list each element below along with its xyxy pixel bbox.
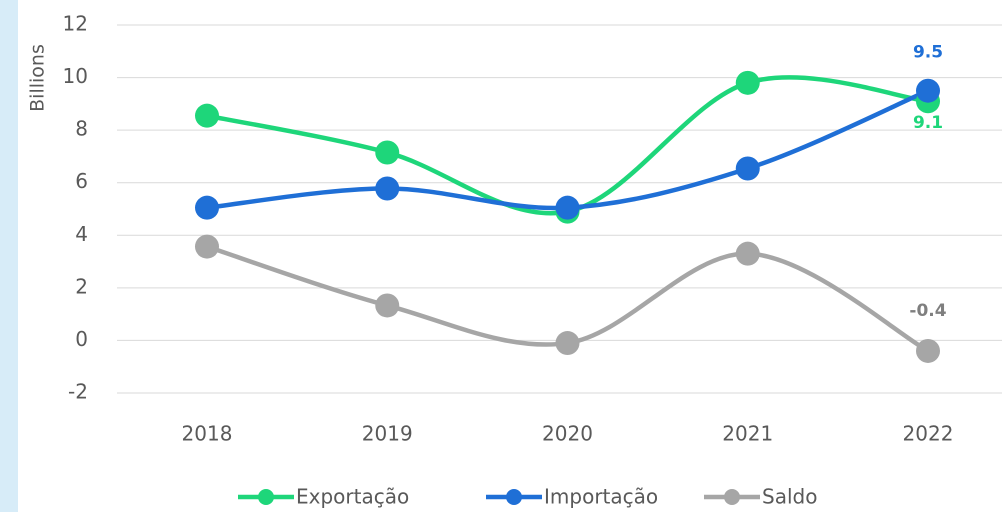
y-tick-label: 2	[75, 274, 88, 298]
y-tick-label: -2	[68, 380, 88, 404]
y-tick-label: 0	[75, 327, 88, 351]
x-tick-label: 2022	[903, 422, 954, 446]
y-axis-label: Billions	[27, 44, 49, 112]
legend-marker	[724, 489, 740, 505]
marker	[735, 156, 760, 181]
marker	[735, 241, 760, 266]
marker	[916, 78, 940, 103]
marker	[555, 195, 580, 220]
marker	[195, 195, 219, 220]
marker	[375, 140, 400, 165]
legend-marker	[258, 489, 274, 505]
legend-label: Exportação	[296, 485, 409, 509]
marker	[916, 338, 940, 363]
data-label: 9.5	[913, 43, 943, 63]
marker	[375, 293, 400, 318]
y-tick-label: 4	[75, 222, 88, 246]
marker	[555, 331, 580, 356]
x-tick-label: 2019	[362, 422, 413, 446]
legend-marker	[506, 489, 522, 505]
marker	[195, 234, 219, 259]
data-label: -0.4	[909, 301, 946, 321]
x-tick-label: 2020	[542, 422, 593, 446]
legend-label: Saldo	[762, 485, 817, 509]
marker	[375, 176, 400, 201]
y-tick-label: 8	[75, 117, 88, 141]
x-tick-label: 2021	[722, 422, 773, 446]
y-tick-label: 12	[63, 12, 88, 36]
y-tick-label: 10	[63, 64, 88, 88]
legend-label: Importação	[544, 485, 658, 509]
x-tick-label: 2018	[182, 422, 233, 446]
y-tick-label: 6	[75, 169, 88, 193]
series-line	[206, 88, 929, 211]
marker	[195, 103, 219, 128]
data-label: 9.1	[913, 113, 943, 133]
side-strip	[0, 0, 18, 512]
marker	[735, 70, 760, 95]
